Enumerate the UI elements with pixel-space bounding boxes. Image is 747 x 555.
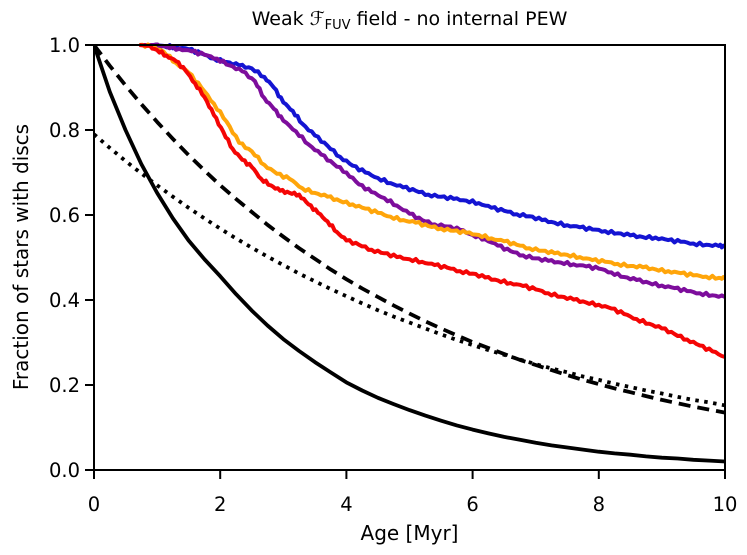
y-tick-label: 0.2 — [49, 374, 80, 397]
axes-spines — [93, 44, 726, 471]
x-tick-label: 4 — [340, 493, 352, 516]
blue-curve — [139, 43, 726, 250]
x-tick-label: 0 — [88, 493, 100, 516]
dotted-black-curve — [93, 132, 726, 408]
title-subscript-fuv: FUV — [324, 18, 351, 33]
y-tick-label: 0.4 — [49, 289, 80, 312]
title-prefix: Weak — [251, 8, 310, 30]
title-script-f: ℱ — [309, 8, 325, 30]
y-axis-label: Fraction of stars with discs — [9, 123, 33, 391]
y-tick-label: 0.8 — [49, 119, 80, 142]
solid-black-curve — [93, 44, 726, 464]
orange-curve — [139, 42, 726, 281]
x-axis-label: Age [Myr] — [360, 521, 459, 545]
x-tick-label: 8 — [593, 493, 605, 516]
x-tick-label: 2 — [214, 493, 226, 516]
chart-title: Weak ℱFUV field - no internal PEW — [94, 7, 725, 38]
y-tick-label: 1.0 — [49, 34, 80, 57]
red-curve — [139, 43, 726, 359]
purple-curve — [139, 42, 726, 299]
y-tick-label: 0.6 — [49, 204, 80, 227]
x-tick-label: 10 — [713, 493, 738, 516]
y-tick-label: 0.0 — [49, 459, 80, 482]
x-tick-label: 6 — [466, 493, 478, 516]
title-suffix: field - no internal PEW — [350, 8, 568, 30]
dashed-black-curve — [93, 43, 726, 415]
